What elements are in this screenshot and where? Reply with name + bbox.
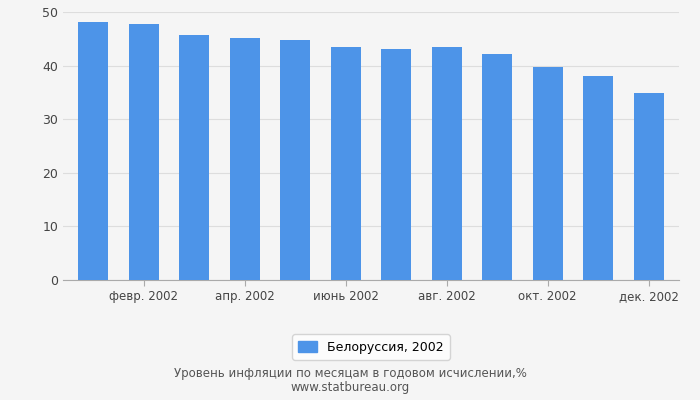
Bar [583,76,613,280]
Bar [280,40,310,280]
Bar [179,35,209,280]
Bar [533,67,563,280]
Bar [634,94,664,280]
Legend: Белоруссия, 2002: Белоруссия, 2002 [292,334,450,360]
Bar [432,47,462,280]
Bar [482,54,512,280]
Bar [381,49,412,280]
Bar [230,38,260,280]
Text: www.statbureau.org: www.statbureau.org [290,382,410,394]
Bar [330,47,361,280]
Bar [78,22,108,280]
Text: Уровень инфляции по месяцам в годовом исчислении,%: Уровень инфляции по месяцам в годовом ис… [174,368,526,380]
Bar [129,24,159,280]
